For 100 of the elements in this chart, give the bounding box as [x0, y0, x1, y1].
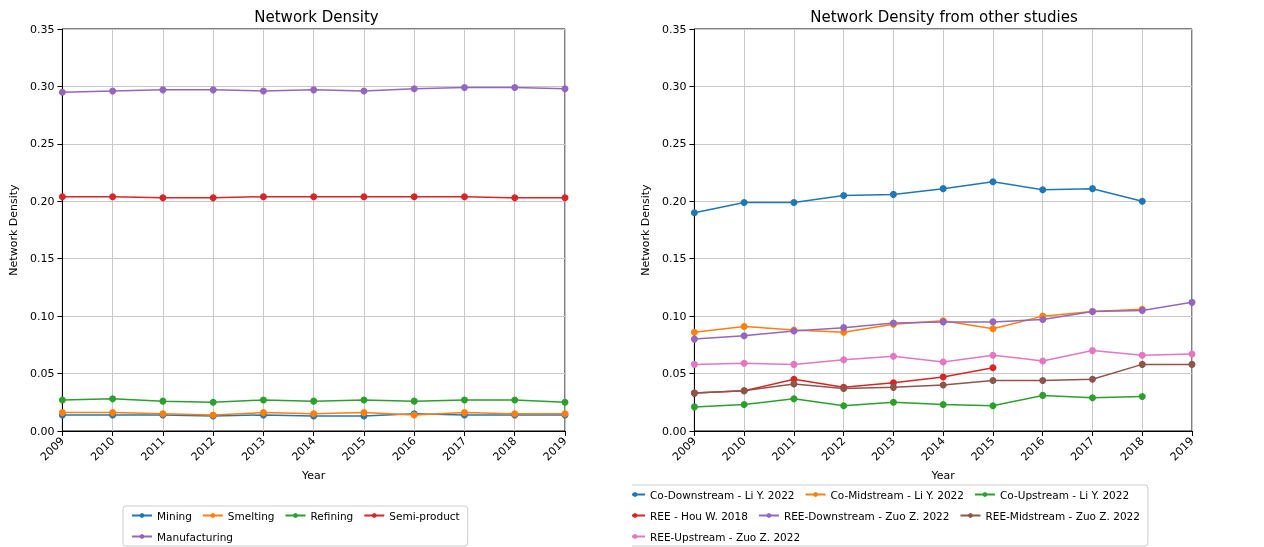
- legend-label: Co-Upstream - Li Y. 2022: [999, 488, 1130, 501]
- legend-label: Mining: [157, 509, 192, 522]
- point: [410, 85, 418, 93]
- point: [1138, 197, 1146, 205]
- point: [690, 360, 698, 368]
- point: [1088, 394, 1096, 402]
- point: [159, 86, 167, 94]
- point: [840, 356, 848, 364]
- point: [889, 352, 897, 360]
- point: [259, 87, 267, 95]
- y-tick-label: 0.30: [29, 79, 55, 93]
- chart-title: Network Density from other studies: [810, 7, 1078, 26]
- point: [460, 193, 468, 201]
- point: [989, 402, 997, 410]
- legend-label: Refining: [310, 509, 354, 522]
- point: [989, 178, 997, 186]
- legend-label: REE - Hou W. 2018: [650, 509, 748, 522]
- point: [939, 185, 947, 193]
- point: [58, 88, 66, 96]
- legend-label: Co-Midstream - Li Y. 2022: [830, 488, 964, 501]
- point: [460, 396, 468, 404]
- point: [790, 198, 798, 206]
- point: [109, 395, 117, 403]
- point: [1088, 347, 1096, 355]
- point: [1138, 360, 1146, 368]
- point: [889, 398, 897, 406]
- point: [360, 193, 368, 201]
- point: [989, 325, 997, 333]
- y-tick-label: 0.35: [661, 22, 687, 36]
- point: [259, 396, 267, 404]
- x-axis-title: Year: [930, 468, 956, 482]
- point: [1138, 351, 1146, 359]
- point: [561, 398, 569, 406]
- legend-label: Semi-product: [389, 509, 460, 522]
- y-tick-label: 0.15: [661, 252, 687, 266]
- legend-label: Smelting: [227, 509, 275, 522]
- y-tick-label: 0.20: [661, 194, 687, 208]
- point: [259, 193, 267, 201]
- point: [939, 358, 947, 366]
- point: [840, 402, 848, 410]
- point: [1188, 360, 1196, 368]
- point: [740, 322, 748, 330]
- point: [511, 396, 519, 404]
- legend-label: REE-Upstream - Zuo Z. 2022: [650, 530, 801, 543]
- y-tick-label: 0.15: [29, 252, 55, 266]
- point: [740, 359, 748, 367]
- point: [989, 376, 997, 384]
- point: [410, 397, 418, 405]
- point: [410, 193, 418, 201]
- legend-label: REE-Downstream - Zuo Z. 2022: [783, 509, 950, 522]
- point: [690, 328, 698, 336]
- point: [58, 396, 66, 404]
- point: [939, 373, 947, 381]
- y-tick-label: 0.20: [29, 194, 55, 208]
- point: [790, 360, 798, 368]
- point: [740, 401, 748, 409]
- y-tick-label: 0.25: [661, 137, 687, 151]
- point: [511, 84, 519, 92]
- point: [209, 194, 217, 202]
- point: [209, 86, 217, 94]
- point: [1039, 316, 1047, 324]
- point: [939, 401, 947, 409]
- y-axis-title: Network Density: [7, 183, 20, 276]
- point: [1088, 185, 1096, 193]
- y-tick-label: 0.00: [661, 424, 687, 438]
- point: [1088, 375, 1096, 383]
- point: [840, 324, 848, 332]
- y-tick-label: 0.35: [29, 22, 55, 36]
- point: [310, 397, 318, 405]
- y-tick-label: 0.05: [661, 367, 687, 381]
- point: [58, 193, 66, 201]
- point: [1039, 391, 1047, 399]
- y-tick-label: 0.30: [661, 79, 687, 93]
- point: [109, 87, 117, 95]
- point: [740, 198, 748, 206]
- point: [889, 383, 897, 391]
- point: [690, 335, 698, 343]
- point: [159, 194, 167, 202]
- y-tick-label: 0.10: [29, 309, 55, 323]
- y-tick-label: 0.25: [29, 137, 55, 151]
- point: [790, 395, 798, 403]
- y-tick-label: 0.10: [661, 309, 687, 323]
- point: [109, 193, 117, 201]
- point: [989, 351, 997, 359]
- point: [840, 192, 848, 200]
- point: [989, 364, 997, 372]
- y-axis-title: Network Density: [639, 183, 652, 276]
- y-tick-label: 0.00: [29, 424, 55, 438]
- point: [690, 209, 698, 217]
- point: [460, 84, 468, 92]
- legend-label: Co-Downstream - Li Y. 2022: [650, 488, 795, 501]
- point: [310, 193, 318, 201]
- point: [1188, 298, 1196, 306]
- x-axis-title: Year: [301, 468, 326, 482]
- point: [1039, 186, 1047, 194]
- legend-label: REE-Midstream - Zuo Z. 2022: [985, 509, 1140, 522]
- point: [1039, 376, 1047, 384]
- point: [310, 86, 318, 94]
- point: [1138, 393, 1146, 401]
- point: [159, 397, 167, 405]
